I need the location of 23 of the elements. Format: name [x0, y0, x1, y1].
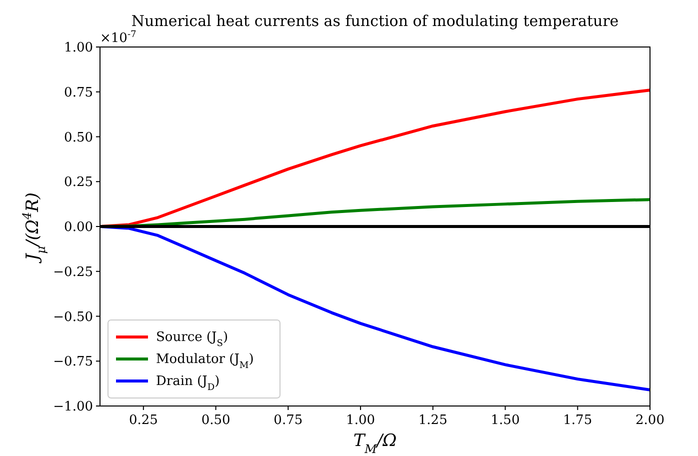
x-tick-label: 1.00 — [346, 413, 376, 428]
y-tick-label: 0.75 — [64, 85, 93, 100]
x-tick-label: 2.00 — [636, 413, 664, 428]
chart-title: Numerical heat currents as function of modulating temperature — [131, 12, 619, 30]
x-tick-label: 0.75 — [274, 413, 303, 428]
y-tick-label: −0.25 — [53, 264, 93, 280]
legend-label: Source (J$_{S}$) — [156, 330, 228, 349]
x-tick-label: 0.25 — [128, 413, 158, 428]
y-tick-label: −1.00 — [53, 400, 93, 414]
y-tick-label: −0.75 — [53, 354, 93, 370]
text: ×10$^{-7}$ — [100, 30, 137, 46]
x-tick-label: 0.50 — [201, 413, 230, 428]
x-tick-label: 1.75 — [563, 413, 592, 428]
legend-label: Drain (J$_{D}$) — [156, 374, 220, 393]
x-axis-title: T$_{M}$/Ω — [353, 431, 397, 456]
x-tick-label: 1.25 — [418, 413, 448, 428]
y-tick-label: 1.00 — [64, 40, 93, 56]
y-tick-label: 0.25 — [64, 175, 93, 190]
x-tick-label: 1.50 — [490, 413, 520, 428]
y-tick-label: 0.50 — [64, 130, 93, 146]
y-tick-label: 0.00 — [64, 220, 93, 235]
y-tick-label: −0.50 — [53, 310, 93, 325]
legend-label: Modulator (J$_{M}$) — [156, 352, 254, 371]
